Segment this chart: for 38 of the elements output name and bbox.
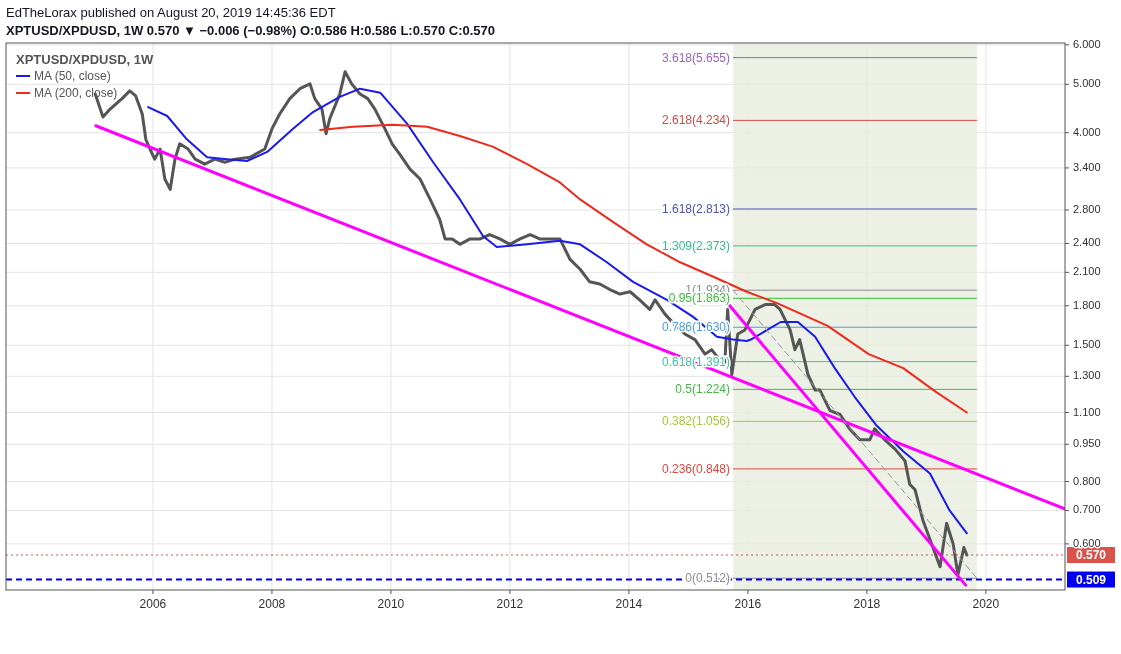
ref-line-label: 0.382(1.056) (661, 414, 731, 429)
y-tick-label: 2.800 (1073, 202, 1101, 215)
x-tick-label: 2008 (258, 597, 286, 611)
y-tick-label: 6.000 (1073, 37, 1101, 50)
legend-label: MA (200, close) (34, 86, 118, 100)
ref-line-label: 0.236(0.848) (661, 461, 731, 476)
ref-line-label: 2.618(4.234) (661, 113, 731, 128)
y-tick-label: 2.400 (1073, 236, 1101, 249)
y-tick-label: 4.000 (1073, 125, 1101, 138)
x-tick-label: 2018 (853, 597, 881, 611)
legend-label: MA (50, close) (34, 69, 111, 83)
y-tick-label: 2.100 (1073, 265, 1101, 278)
y-tick-label: 1.100 (1073, 405, 1101, 418)
x-tick-label: 2016 (734, 597, 762, 611)
y-tick-label: 1.500 (1073, 338, 1101, 351)
ref-line-label: 0.509 (1075, 572, 1107, 587)
line-series (147, 87, 968, 535)
y-tick-label: 0.800 (1073, 474, 1101, 487)
ref-line-label: 1.309(2.373) (661, 238, 731, 253)
x-tick-label: 2012 (496, 597, 524, 611)
x-tick-label: 2010 (377, 597, 405, 611)
x-tick-label: 2014 (615, 597, 643, 611)
text: EdTheLorax published on August 20, 2019 14:45:36 EDT (6, 5, 336, 20)
y-tick-label: 0.600 (1073, 536, 1101, 549)
y-tick-label: 5.000 (1073, 77, 1101, 90)
text: XPTUSD/XPDUSD, 1W 0.570 ▼ −0.006 (−0.98%) O:0.586 H:0.586 L:0.570 C:0.570 (6, 23, 496, 38)
y-tick-label: 0.950 (1073, 437, 1101, 450)
y-tick-label: 1.800 (1073, 298, 1101, 311)
y-tick-label: 3.400 (1073, 160, 1101, 173)
x-tick-label: 2006 (139, 597, 167, 611)
ref-line-label: 0.5(1.224) (675, 382, 731, 397)
x-tick-label: 2020 (972, 597, 1000, 611)
y-tick-label: 0.700 (1073, 503, 1101, 516)
y-tick-label: 1.300 (1073, 369, 1101, 382)
ref-line-label: 3.618(5.655) (661, 50, 731, 65)
ref-line-label: 1.618(2.813) (661, 201, 731, 216)
text: XPTUSD/XPDUSD, 1W (16, 52, 154, 67)
ref-line-label: 0.570 (1075, 548, 1107, 562)
